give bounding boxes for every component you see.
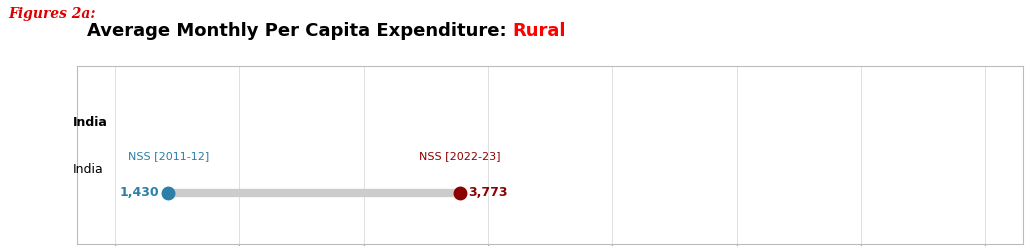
Text: Average Monthly Per Capita Expenditure:: Average Monthly Per Capita Expenditure: xyxy=(87,22,512,40)
Text: India: India xyxy=(72,163,103,176)
Text: India: India xyxy=(72,116,107,129)
Text: 3,773: 3,773 xyxy=(468,186,508,200)
Text: Figures 2a:: Figures 2a: xyxy=(8,7,96,21)
Text: 1,430: 1,430 xyxy=(120,186,159,200)
Text: Rural: Rural xyxy=(512,22,566,40)
Text: NSS [2022-23]: NSS [2022-23] xyxy=(419,151,500,161)
Text: NSS [2011-12]: NSS [2011-12] xyxy=(128,151,209,161)
